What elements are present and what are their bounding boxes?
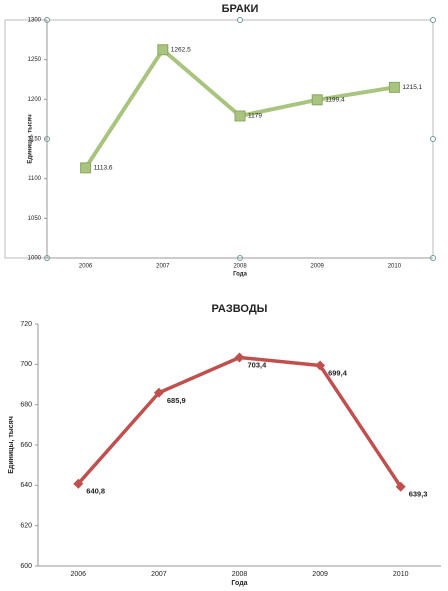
x-tick-label: 2009 [311,264,325,270]
data-label: 685,9 [167,396,186,405]
marker [234,352,245,363]
data-label: 639,3 [409,490,428,499]
y-tick-label: 640 [20,482,32,489]
x-tick-label: 2006 [71,571,87,578]
chart-border [4,19,434,259]
data-label: 699,4 [328,369,348,378]
line [83,47,395,169]
y-tick-label: 1200 [28,97,42,103]
marker [315,360,326,371]
x-tick-label: 2008 [233,264,247,270]
marker [157,44,169,56]
marker [388,81,400,93]
y-tick-label: 1150 [28,137,42,143]
y-axis-label: Единицы, тысяч [8,416,15,474]
data-label: 1262,5 [171,46,191,53]
x-tick-label: 2010 [388,264,402,270]
y-tick-label: 1100 [28,176,42,182]
data-label: 1179 [248,113,262,120]
y-tick-label: 1250 [28,57,42,63]
x-tick-label: 2007 [156,264,170,270]
marker [395,481,406,492]
data-label: 1199,4 [325,97,345,104]
y-tick-label: 1050 [28,216,42,222]
chart-title: БРАКИ [222,3,259,15]
y-tick-label: 660 [20,442,32,449]
x-axis-label: Года [231,580,247,587]
x-tick-label: 2009 [312,571,328,578]
chart-title: РАЗВОДЫ [212,303,268,315]
y-tick-label: 700 [20,361,32,368]
x-tick-label: 2007 [151,571,167,578]
x-tick-label: 2006 [79,264,93,270]
marker [153,387,164,398]
marker [73,478,84,489]
data-label: 703,4 [248,360,268,369]
line [76,355,403,488]
data-label: 1113,6 [94,165,113,172]
marker [234,110,246,122]
y-tick-label: 1000 [28,256,42,262]
y-tick-label: 600 [20,563,32,570]
y-axis-label: Единицы, тысяч [28,114,34,164]
y-tick-label: 720 [20,321,32,328]
y-tick-label: 620 [20,523,32,530]
x-axis-label: Года [233,272,247,278]
marker [311,94,323,106]
y-tick-label: 680 [20,402,32,409]
x-tick-label: 2010 [393,571,409,578]
marker [80,162,92,174]
data-label: 640,8 [86,487,105,496]
y-tick-label: 1300 [28,18,42,24]
x-tick-label: 2008 [232,571,248,578]
data-label: 1215,1 [402,84,422,91]
